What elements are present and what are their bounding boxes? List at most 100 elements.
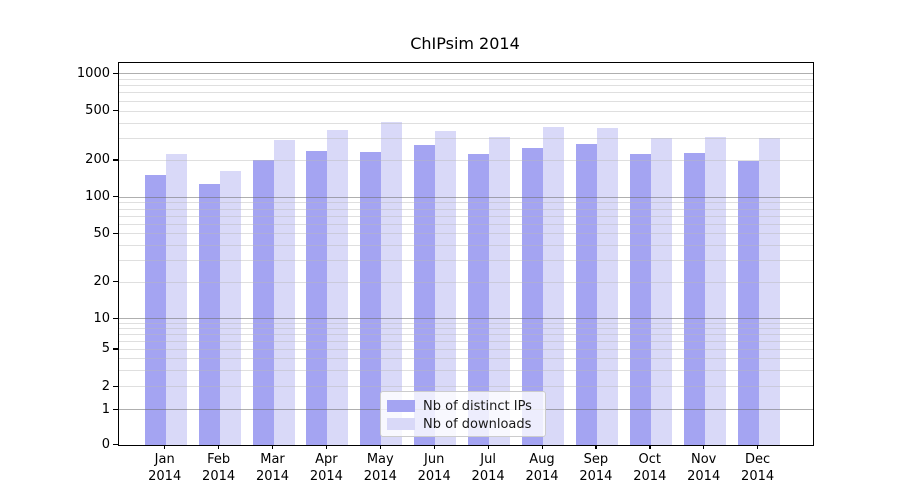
y-tick-mark-1: [113, 408, 118, 410]
legend-label-downloads: Nb of downloads: [423, 416, 532, 432]
bar-downloads-jan: [165, 153, 187, 445]
x-tick-mark-jun: [433, 444, 435, 449]
x-tick-year: 2014: [309, 469, 343, 484]
x-tick-month: Jun: [424, 452, 445, 467]
x-tick-label-jan: Jan 2014: [135, 451, 195, 485]
x-tick-label-sep: Sep 2014: [566, 451, 626, 485]
x-tick-year: 2014: [687, 469, 721, 484]
x-tick-label-jun: Jun 2014: [404, 451, 464, 485]
plot-area: [118, 62, 814, 446]
x-tick-mark-oct: [649, 444, 651, 449]
x-tick-mark-aug: [541, 444, 543, 449]
gridline-minor-200: [119, 160, 813, 161]
x-tick-mark-mar: [272, 444, 274, 449]
x-tick-label-may: May 2014: [350, 451, 410, 485]
y-tick-mark-20: [113, 281, 118, 283]
x-tick-month: Jul: [480, 452, 496, 467]
gridline-minor-900: [119, 78, 813, 80]
x-tick-year: 2014: [741, 469, 775, 484]
x-tick-month: Feb: [207, 452, 231, 467]
y-tick-label-2: 2: [101, 378, 110, 394]
gridline-minor-300: [119, 138, 813, 140]
y-tick-label-0: 0: [101, 436, 110, 452]
y-tick-mark-200: [113, 159, 118, 161]
bar-downloads-jun: [435, 131, 457, 445]
x-tick-mark-jul: [487, 444, 489, 449]
bar-distinct-ips-apr: [306, 151, 328, 445]
gridline-minor-6: [119, 340, 813, 342]
y-tick-label-1: 1: [101, 401, 110, 417]
bar-downloads-nov: [704, 137, 726, 445]
x-tick-month: Dec: [745, 452, 771, 467]
bar-downloads-apr: [327, 130, 349, 445]
legend-label-distinct-ips: Nb of distinct IPs: [423, 398, 532, 414]
x-tick-year: 2014: [202, 469, 236, 484]
y-tick-label-200: 200: [85, 152, 110, 168]
x-tick-month: Jan: [154, 452, 175, 467]
y-tick-mark-10: [113, 317, 118, 320]
bar-distinct-ips-mar: [252, 160, 274, 445]
bar-downloads-aug: [543, 126, 564, 445]
x-tick-mark-nov: [703, 444, 705, 449]
x-tick-label-dec: Dec 2014: [728, 451, 788, 485]
y-tick-mark-5: [113, 348, 118, 350]
gridline-major-1000: [119, 73, 813, 74]
bar-downloads-dec: [758, 138, 780, 445]
x-tick-mark-may: [379, 444, 382, 449]
gridline-minor-30: [119, 260, 813, 262]
bar-distinct-ips-jun: [414, 144, 436, 445]
gridline-minor-20: [119, 281, 813, 283]
bar-downloads-may: [381, 122, 403, 445]
bar-distinct-ips-jul: [468, 154, 490, 445]
x-tick-year: 2014: [525, 469, 559, 484]
gridline-minor-600: [119, 100, 813, 102]
x-tick-label-feb: Feb 2014: [189, 451, 249, 485]
gridline-minor-4: [119, 358, 813, 359]
x-tick-year: 2014: [255, 469, 290, 484]
legend-item-downloads: Nb of downloads: [387, 415, 537, 433]
bar-distinct-ips-aug: [522, 147, 543, 445]
gridline-minor-70: [119, 215, 813, 217]
y-tick-mark-0: [113, 443, 118, 445]
x-tick-year: 2014: [471, 469, 505, 484]
bar-downloads-oct: [650, 138, 672, 445]
gridline-minor-7: [119, 334, 813, 336]
x-tick-mark-feb: [218, 444, 220, 449]
gridline-minor-40: [119, 245, 813, 247]
bar-downloads-sep: [596, 127, 618, 445]
gridline-major-10: [119, 318, 813, 320]
y-tick-mark-100: [113, 196, 118, 198]
bar-distinct-ips-dec: [737, 160, 759, 445]
x-tick-label-jul: Jul 2014: [458, 451, 518, 485]
y-tick-label-50: 50: [93, 225, 110, 241]
x-tick-month: Mar: [260, 452, 285, 467]
gridline-minor-500: [119, 110, 813, 112]
bar-distinct-ips-feb: [198, 183, 220, 445]
x-tick-label-apr: Apr 2014: [296, 451, 356, 485]
gridline-minor-5: [119, 349, 813, 350]
bar-downloads-mar: [273, 139, 295, 445]
bar-distinct-ips-oct: [629, 153, 651, 445]
y-tick-label-1000: 1000: [76, 65, 110, 81]
bar-downloads-jul: [489, 137, 511, 445]
x-tick-year: 2014: [633, 469, 667, 484]
x-tick-mark-sep: [595, 444, 597, 449]
chart-title: ChIPsim 2014: [410, 34, 520, 53]
x-tick-month: Oct: [638, 452, 662, 467]
x-tick-month: Apr: [315, 452, 338, 467]
legend-swatch-distinct-ips-icon: [387, 400, 415, 412]
x-tick-label-mar: Mar 2014: [243, 451, 303, 485]
x-tick-year: 2014: [579, 469, 613, 484]
x-tick-mark-apr: [325, 444, 328, 449]
y-tick-label-10: 10: [93, 310, 110, 326]
x-tick-mark-dec: [757, 444, 759, 449]
x-tick-year: 2014: [417, 469, 451, 484]
legend: Nb of distinct IPs Nb of downloads: [380, 391, 546, 437]
bar-distinct-ips-may: [360, 151, 382, 445]
x-tick-label-nov: Nov 2014: [674, 451, 734, 485]
bar-downloads-feb: [219, 170, 241, 445]
legend-swatch-downloads-icon: [387, 418, 415, 430]
y-tick-label-100: 100: [85, 189, 110, 205]
gridline-minor-800: [119, 85, 813, 87]
